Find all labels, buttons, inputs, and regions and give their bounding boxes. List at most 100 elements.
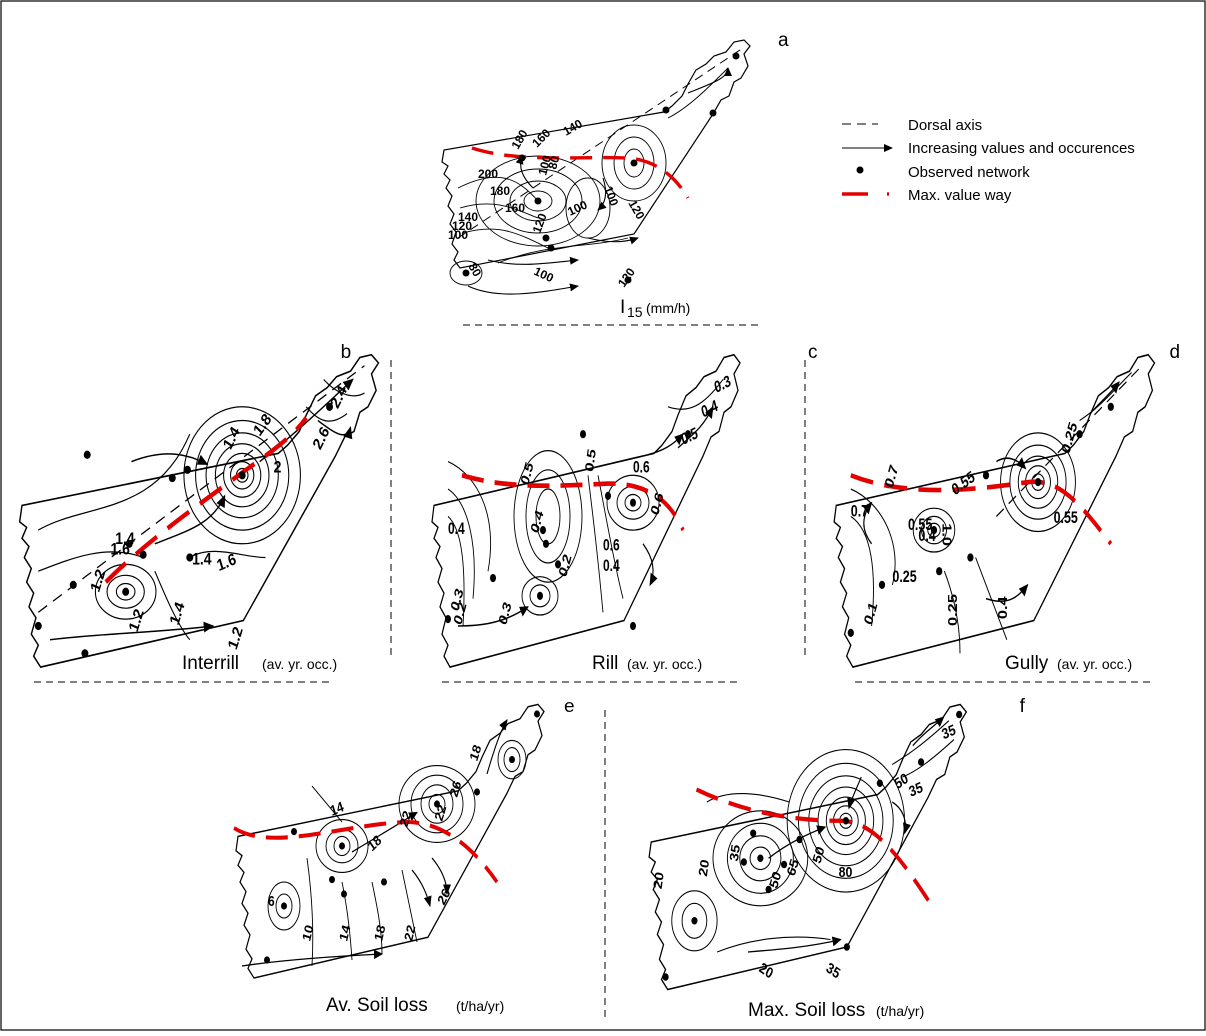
panel-d: 0.25 0.7 0.55 0.4 0.25 0.1 0.25 0.4 0.55…: [833, 342, 1180, 668]
contour-label: 0.55: [908, 517, 932, 535]
contour-label: 1.4: [167, 599, 188, 627]
legend-observed-swatch: [856, 166, 864, 174]
panel-a-letter: a: [778, 30, 789, 51]
contour-label: 120: [615, 265, 638, 290]
contour-label: 1.4: [220, 423, 243, 452]
contour-label: 180: [490, 184, 510, 198]
contour-label: 1.6: [111, 541, 130, 559]
contour-label: 1.2: [225, 624, 246, 652]
panel-d-title: Gully: [1005, 653, 1049, 674]
contour-label: 1.4: [115, 530, 135, 548]
panel-d-letter: d: [1169, 342, 1180, 363]
panel-a-dorsal-axis: [457, 47, 744, 239]
contour-label: 0.3: [713, 372, 733, 397]
panel-b-observed-points: [34, 402, 334, 658]
contour-label: 65: [784, 856, 801, 878]
panel-b-title: Interrill: [182, 653, 239, 674]
contour-label: 120: [530, 211, 550, 235]
contour-label: 1.0: [939, 523, 953, 546]
contour-label: 1.4: [192, 550, 212, 568]
contour-label: 14: [337, 922, 354, 942]
contour-label: 6: [268, 893, 275, 909]
contour-label: 0.4: [529, 508, 547, 536]
panel-d-contours: [850, 372, 1132, 654]
panel-f-letter: f: [1020, 696, 1026, 717]
legend-max-way-label: Max. value way: [908, 187, 1012, 204]
panel-d-region: [833, 353, 1156, 668]
legend-observed-label: Observed network: [908, 164, 1030, 181]
panel-f: 35 50 35 20 20 35 50 65 80 20 35 50 f: [648, 696, 1026, 991]
panel-a-observed-points: [462, 52, 740, 284]
panel-b-flow-arrows: [49, 378, 354, 641]
contour-label: 20: [651, 870, 667, 890]
contour-label: 18: [365, 832, 384, 855]
panel-d-observed-points: [847, 402, 1114, 637]
contour-label: 10: [300, 923, 317, 943]
contour-label: 100: [448, 228, 468, 242]
contour-label: 0.6: [633, 459, 650, 477]
panel-d-title-unit: (av. yr. occ.): [1057, 656, 1132, 672]
panel-b-dorsal-axis: [37, 365, 365, 613]
panel-d-contour-labels: 0.25 0.7 0.55 0.4 0.25 0.1 0.25 0.4 0.55…: [851, 420, 1081, 627]
contour-label: 1.2: [126, 607, 147, 635]
contour-label: 100: [532, 264, 556, 285]
contour-label: 20: [696, 858, 712, 878]
panel-d-flow-arrows: [862, 381, 1120, 603]
panel-b-letter: b: [341, 342, 352, 363]
contour-label: 0.5: [583, 448, 599, 474]
contour-label: 0.55: [1054, 510, 1078, 528]
contour-label: 80: [465, 261, 484, 280]
panel-e-letter: e: [564, 696, 575, 717]
panel-c: 0.3 0.4 0.5 0.6 0.5 0.6 0.4 0.4 0.3 0.2 …: [431, 342, 817, 668]
panel-c-flow-arrows: [457, 405, 714, 627]
contour-label: 200: [478, 167, 498, 181]
contour-label: 0.4: [918, 528, 936, 546]
contour-label: 2: [274, 459, 282, 477]
panel-e-contours: [267, 739, 527, 967]
contour-label: 0.4: [997, 595, 1011, 619]
panel-f-max-value-way: [695, 787, 935, 910]
contour-label: 0.4: [700, 397, 720, 422]
contour-label: 22: [397, 808, 414, 829]
panel-e-flow-arrows: [241, 719, 508, 967]
panel-f-title-unit: (t/ha/yr): [876, 1003, 924, 1019]
panel-b-region: [18, 353, 380, 668]
contour-label: 1.2: [88, 567, 109, 595]
contour-label: 35: [727, 843, 743, 863]
contour-label: 120: [452, 219, 472, 233]
contour-label: 0.7: [851, 503, 868, 521]
panel-c-contour-labels: 0.3 0.4 0.5 0.6 0.5 0.6 0.4 0.4 0.3 0.2 …: [448, 372, 733, 627]
panel-a-max-value-way: [471, 146, 690, 199]
contour-label: 0.7: [883, 463, 902, 491]
contour-label: 160: [505, 201, 525, 215]
panel-a-title: I: [620, 297, 625, 318]
contour-label: 0.5: [519, 460, 537, 488]
contour-label: 0.4: [448, 521, 465, 539]
panel-c-observed-points: [445, 430, 691, 631]
panel-e-contour-labels: 14 18 22 26 10 14 18 22 26 6 18 22: [268, 742, 484, 942]
contour-label: 0.6: [649, 490, 667, 518]
contour-label: 22: [402, 923, 419, 943]
panel-e-region: [235, 703, 545, 979]
contour-label: 26: [435, 886, 453, 908]
panel-c-max-value-way: [461, 473, 685, 532]
panel-e-max-value-way: [233, 819, 499, 884]
contour-label: 100: [535, 153, 554, 176]
contour-label: 80: [545, 154, 562, 171]
panel-c-title-unit: (av. yr. occ.): [627, 656, 702, 672]
contour-label: 140: [458, 210, 478, 224]
contour-label: 50: [810, 844, 827, 866]
panel-b-title-unit: (av. yr. occ.): [262, 656, 337, 672]
contour-label: 0.6: [603, 537, 620, 555]
panel-e-title: Av. Soil loss: [326, 995, 428, 1016]
contour-label: 35: [940, 721, 958, 742]
panel-e-observed-points: [264, 710, 540, 964]
contour-label: 20: [757, 959, 776, 982]
contour-label: 35: [907, 779, 925, 800]
legend: Dorsal axis Increasing values and occure…: [842, 117, 1135, 204]
contour-label: 35: [824, 959, 843, 982]
panel-d-max-value-way: [850, 473, 1113, 546]
contour-label: 18: [467, 742, 484, 763]
